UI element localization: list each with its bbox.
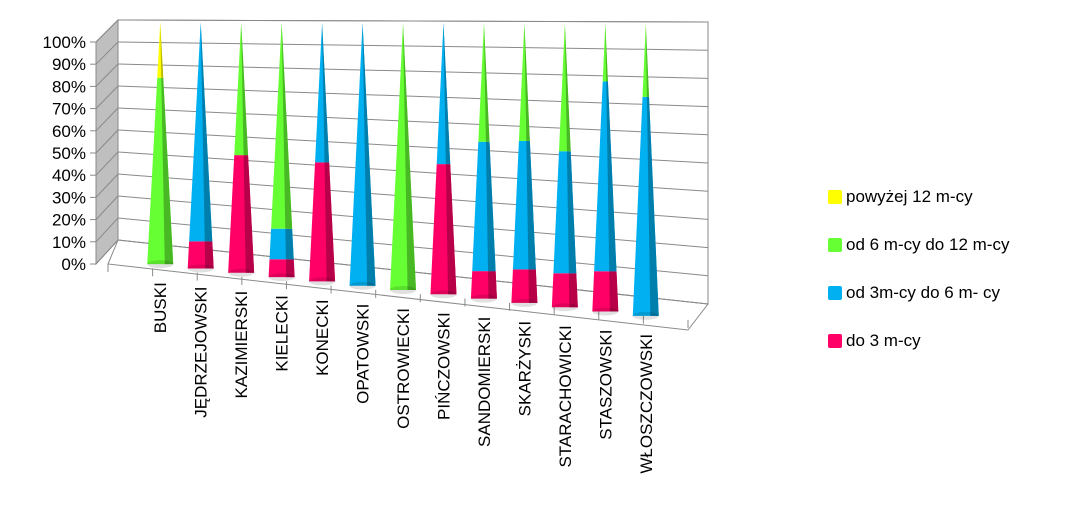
side-gridline bbox=[95, 129, 119, 154]
side-gridline bbox=[95, 217, 119, 243]
cone-base bbox=[390, 286, 416, 294]
cone-base bbox=[430, 290, 457, 299]
side-gridline bbox=[95, 19, 119, 43]
y-tick-label: 90% bbox=[52, 55, 86, 74]
cone-base bbox=[349, 281, 376, 290]
cone-segment-shade bbox=[524, 23, 530, 141]
x-tick-label: KAZIMIERSKI bbox=[232, 291, 251, 399]
x-tick-label: KIELECKI bbox=[273, 295, 292, 372]
cone-segment-shade bbox=[646, 96, 659, 316]
y-tick-label: 40% bbox=[52, 166, 86, 185]
legend-item-6-12: od 6 m-cy do 12 m-cy bbox=[828, 234, 1083, 256]
cone-segment-shade bbox=[285, 259, 295, 278]
x-tick-label: SKARŻYSKI bbox=[515, 321, 534, 416]
y-tick-label: 100% bbox=[43, 33, 86, 52]
cone-segment-shade bbox=[243, 155, 255, 273]
x-tick-label: PIŃCZOWSKI bbox=[434, 312, 453, 420]
cone-segment-shade bbox=[528, 269, 538, 303]
legend-swatch-powyzej-12 bbox=[828, 190, 842, 204]
cone-segment-shade bbox=[488, 271, 497, 299]
side-gridline bbox=[95, 173, 119, 198]
cone-segment-shade bbox=[564, 23, 571, 152]
cone-segment-shade bbox=[485, 141, 496, 272]
cone-segment-shade bbox=[443, 23, 451, 165]
side-gridline bbox=[95, 195, 119, 220]
cone-segment-shade bbox=[445, 164, 457, 295]
cone-base bbox=[632, 311, 659, 320]
cone-segment-shade bbox=[285, 228, 294, 260]
cone-segment-shade bbox=[605, 23, 608, 82]
y-tick-label: 80% bbox=[52, 77, 86, 96]
cone-segment-shade bbox=[161, 77, 174, 265]
cone-base bbox=[228, 268, 255, 277]
legend-item-do-3: do 3 m-cy bbox=[828, 330, 1083, 352]
gridline bbox=[117, 19, 709, 23]
cone-segment-shade bbox=[606, 81, 617, 272]
legend-label-6-12: od 6 m-cy do 12 m-cy bbox=[846, 235, 1010, 254]
legend-item-3-6: od 3m-cy do 6 m- cy bbox=[828, 282, 1083, 304]
legend-label-do-3: do 3 m-cy bbox=[846, 331, 921, 350]
cone-segment-shade bbox=[609, 271, 619, 312]
legend: powyżej 12 m-cy od 6 m-cy do 12 m-cy od … bbox=[828, 186, 1083, 378]
gridline bbox=[117, 41, 709, 51]
side-gridline bbox=[95, 85, 119, 109]
gridline bbox=[117, 85, 709, 108]
y-tick-label: 60% bbox=[52, 122, 86, 141]
x-tick-label: OSTROWIECKI bbox=[394, 308, 413, 429]
legend-label-3-6: od 3m-cy do 6 m- cy bbox=[846, 283, 1000, 302]
cone-segment-shade bbox=[200, 22, 213, 242]
cone-segment-shade bbox=[322, 22, 330, 163]
cone-segment-shade bbox=[403, 23, 416, 290]
side-gridline bbox=[95, 41, 119, 65]
cone-segment-shade bbox=[281, 22, 293, 229]
side-gridline bbox=[95, 239, 119, 265]
legend-swatch-6-12 bbox=[828, 238, 842, 252]
cone-segment-shade bbox=[645, 23, 650, 97]
cone-base bbox=[187, 264, 214, 273]
x-tick-label: SANDOMIERSKI bbox=[475, 317, 494, 447]
x-tick-label: WŁOSZCZOWSKI bbox=[637, 334, 656, 474]
y-tick-label: 10% bbox=[52, 233, 86, 252]
cone-segment-shade bbox=[160, 22, 164, 78]
cone-segment-shade bbox=[204, 241, 214, 269]
cone-base bbox=[592, 307, 619, 316]
side-gridline bbox=[95, 63, 119, 87]
y-tick-label: 50% bbox=[52, 144, 86, 163]
x-tick-label: KONECKI bbox=[313, 299, 332, 376]
cone-base bbox=[309, 277, 336, 286]
cone-base bbox=[551, 303, 578, 312]
cone-segment-shade bbox=[526, 140, 536, 270]
x-tick-label: BUSKI bbox=[151, 282, 170, 333]
cone-base bbox=[147, 260, 174, 269]
y-tick-label: 70% bbox=[52, 100, 86, 119]
y-tick-label: 30% bbox=[52, 188, 86, 207]
cone-segment-shade bbox=[483, 23, 490, 142]
cone-base bbox=[470, 294, 497, 303]
gridline bbox=[117, 63, 709, 79]
x-tick-label: JĘDRZEJOWSKI bbox=[192, 286, 211, 417]
y-tick-label: 0% bbox=[61, 255, 86, 274]
legend-swatch-3-6 bbox=[828, 286, 842, 300]
side-gridline bbox=[95, 107, 119, 132]
legend-item-powyzej-12: powyżej 12 m-cy bbox=[828, 186, 1083, 208]
cone-segment-shade bbox=[241, 22, 249, 156]
cone-segment-shade bbox=[566, 151, 577, 274]
x-tick-label: STARACHOWICKI bbox=[556, 325, 575, 467]
x-tick-label: OPATOWSKI bbox=[354, 304, 373, 404]
cone-segment-shade bbox=[568, 273, 578, 308]
side-gridline bbox=[95, 151, 119, 176]
x-tick-label: STASZOWSKI bbox=[596, 330, 615, 440]
cone-segment-shade bbox=[324, 162, 336, 282]
legend-label-powyzej-12: powyżej 12 m-cy bbox=[846, 187, 973, 206]
y-tick-label: 20% bbox=[52, 211, 86, 230]
legend-swatch-do-3 bbox=[828, 334, 842, 348]
cone-base bbox=[511, 298, 538, 307]
cone-segment-shade bbox=[362, 22, 376, 286]
cone-base bbox=[268, 273, 295, 282]
